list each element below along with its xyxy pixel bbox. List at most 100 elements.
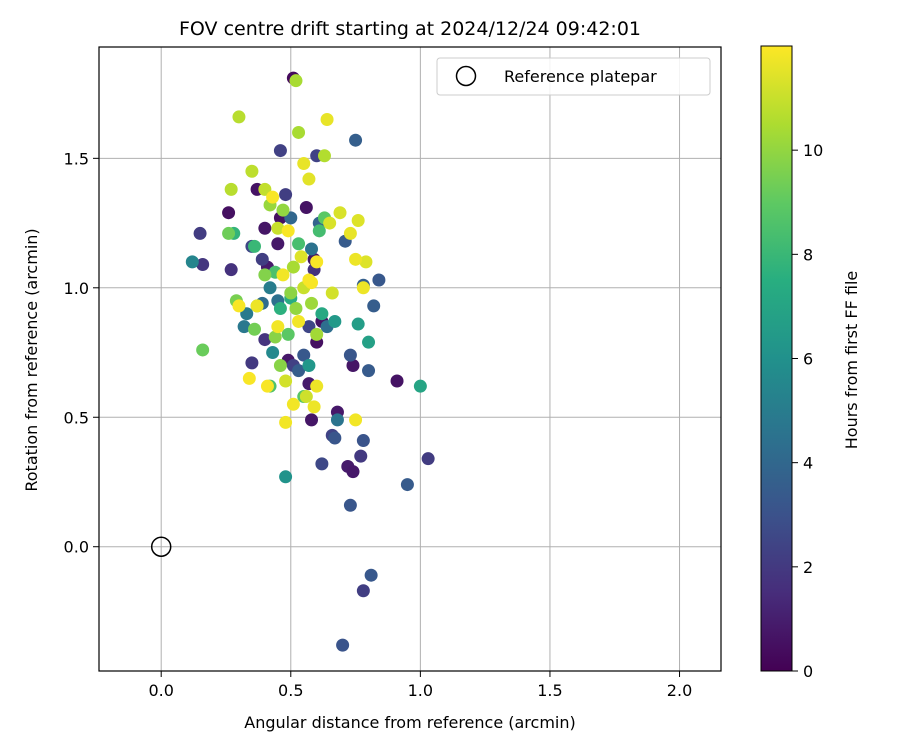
data-point xyxy=(351,317,365,331)
legend: Reference platepar xyxy=(436,57,711,96)
data-point xyxy=(292,125,306,139)
x-tick-label: 0.0 xyxy=(148,681,173,700)
data-point xyxy=(266,346,280,360)
data-point xyxy=(286,260,300,274)
x-tick-label: 1.5 xyxy=(537,681,562,700)
data-point xyxy=(260,379,274,393)
y-tick-label: 1.5 xyxy=(64,149,89,168)
data-point xyxy=(364,568,378,582)
y-axis-label: Rotation from reference (arcmin) xyxy=(22,228,41,491)
data-point xyxy=(255,252,269,266)
data-point xyxy=(297,348,311,362)
data-point xyxy=(315,307,329,321)
x-tick-label: 1.0 xyxy=(408,681,433,700)
y-tick-label: 0.0 xyxy=(64,538,89,557)
data-point xyxy=(281,327,295,341)
x-axis-ticks: 0.0 0.5 1.0 1.5 2.0 xyxy=(148,671,692,700)
data-point xyxy=(232,299,246,313)
data-point xyxy=(279,188,293,202)
data-point xyxy=(245,164,259,178)
data-point xyxy=(271,320,285,334)
legend-reference-marker xyxy=(455,65,477,87)
data-point xyxy=(333,206,347,220)
data-point xyxy=(336,638,350,652)
data-point xyxy=(279,415,293,429)
colorbar-tick-label: 6 xyxy=(803,350,813,369)
data-point xyxy=(356,281,370,295)
data-point xyxy=(310,255,324,269)
data-point xyxy=(279,374,293,388)
data-point xyxy=(349,252,363,266)
data-point xyxy=(354,449,368,463)
data-point xyxy=(297,157,311,171)
data-point xyxy=(266,190,280,204)
colorbar-tick-label: 2 xyxy=(803,558,813,577)
y-tick-label: 1.0 xyxy=(64,279,89,298)
data-point xyxy=(317,149,331,163)
data-point xyxy=(258,221,272,235)
data-point xyxy=(279,470,293,484)
data-point xyxy=(281,224,295,238)
data-point xyxy=(315,457,329,471)
data-point xyxy=(305,276,319,290)
data-point xyxy=(242,371,256,385)
data-point xyxy=(351,213,365,227)
data-point xyxy=(248,322,261,336)
data-point xyxy=(284,286,298,300)
data-point xyxy=(320,112,334,126)
legend-reference-label: Reference platepar xyxy=(504,67,657,86)
reference-platepar-marker xyxy=(150,536,172,557)
data-point xyxy=(356,584,370,598)
data-point xyxy=(271,237,285,251)
data-point xyxy=(346,358,360,372)
data-point xyxy=(196,257,210,271)
data-points xyxy=(185,71,435,652)
data-point xyxy=(343,226,357,240)
data-point xyxy=(305,242,319,256)
grid-lines xyxy=(99,47,721,671)
data-point xyxy=(185,255,199,269)
x-tick-label: 0.5 xyxy=(278,681,303,700)
data-point xyxy=(343,348,357,362)
data-point xyxy=(400,478,414,492)
data-point xyxy=(349,413,363,427)
data-point xyxy=(323,216,337,230)
data-point xyxy=(302,172,316,186)
colorbar-tick-label: 0 xyxy=(803,662,813,681)
data-point xyxy=(222,226,236,240)
data-point xyxy=(330,413,344,427)
y-axis-ticks: 0.0 0.5 1.0 1.5 xyxy=(64,149,99,557)
data-point xyxy=(232,110,246,124)
data-point xyxy=(289,302,303,316)
data-point xyxy=(245,356,259,370)
data-point xyxy=(268,330,282,344)
data-point xyxy=(349,133,363,147)
data-point xyxy=(224,182,238,196)
data-point xyxy=(292,237,306,251)
data-point xyxy=(356,434,370,448)
x-tick-label: 2.0 xyxy=(667,681,692,700)
y-tick-label: 0.5 xyxy=(64,408,89,427)
data-point xyxy=(289,74,303,88)
data-point xyxy=(312,224,326,238)
data-point xyxy=(263,281,277,295)
data-point xyxy=(362,335,376,349)
data-point xyxy=(292,364,306,378)
data-point xyxy=(302,358,316,372)
data-point xyxy=(310,327,324,341)
data-point xyxy=(193,226,207,240)
data-point xyxy=(372,273,386,287)
colorbar-label: Hours from first FF file xyxy=(842,271,861,450)
colorbar-tick-label: 8 xyxy=(803,245,813,264)
data-point xyxy=(367,299,381,313)
data-point xyxy=(222,206,236,220)
data-point xyxy=(310,379,324,393)
x-axis-label: Angular distance from reference (arcmin) xyxy=(244,713,575,732)
data-point xyxy=(328,314,342,328)
data-point xyxy=(276,203,290,217)
data-point xyxy=(237,320,251,334)
data-point xyxy=(328,431,342,445)
data-point xyxy=(196,343,210,357)
data-point xyxy=(325,286,339,300)
data-point xyxy=(390,374,404,388)
